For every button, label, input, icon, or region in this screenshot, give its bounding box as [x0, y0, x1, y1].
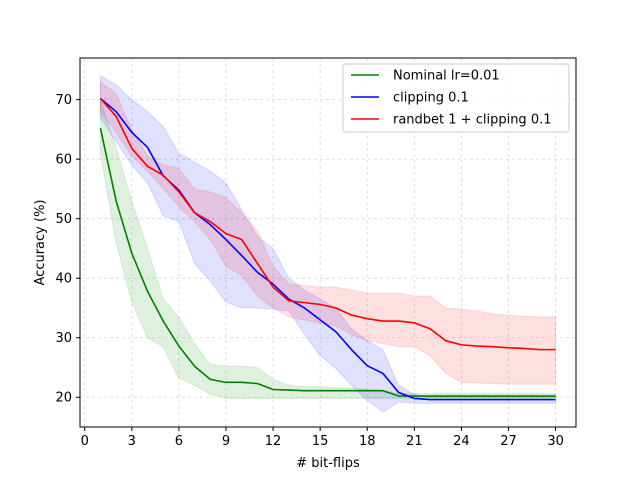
band-series-2 [99, 80, 557, 385]
y-axis: 20 30 40 50 60 70 [55, 93, 80, 406]
x-tick-label: 18 [359, 434, 376, 449]
x-axis-label: # bit-flips [296, 456, 360, 471]
y-tick-label: 60 [55, 153, 72, 168]
x-tick-label: 0 [81, 434, 89, 449]
plot-frame [79, 57, 577, 428]
x-tick-label: 3 [128, 434, 136, 449]
y-tick-label: 40 [55, 272, 72, 287]
line-series-1 [99, 97, 556, 401]
x-tick-label: 15 [312, 434, 329, 449]
x-tick-label: 21 [406, 434, 423, 449]
line-series-0 [99, 128, 556, 397]
band-series-0 [99, 99, 557, 399]
x-tick-label: 12 [265, 434, 282, 449]
x-tick-label: 27 [500, 434, 517, 449]
x-axis: 0 3 6 9 12 15 18 21 24 27 30 [81, 427, 564, 449]
x-tick-label: 24 [453, 434, 470, 449]
legend-label: Nominal lr=0.01 [393, 69, 500, 84]
legend-label: clipping 0.1 [393, 91, 469, 106]
legend: Nominal lr=0.01 clipping 0.1 randbet 1 + c… [342, 63, 570, 133]
series-lines [99, 97, 556, 401]
confidence-bands [99, 74, 557, 413]
x-tick-label: 6 [175, 434, 183, 449]
band-series-1 [99, 74, 557, 413]
x-tick-label: 30 [547, 434, 564, 449]
legend-box [342, 63, 570, 133]
y-tick-label: 70 [55, 93, 72, 108]
legend-label: randbet 1 + clipping 0.1 [393, 113, 552, 128]
y-tick-label: 20 [55, 391, 72, 406]
line-series-2 [99, 97, 556, 351]
x-tick-label: 9 [222, 434, 230, 449]
y-tick-label: 30 [55, 331, 72, 346]
y-axis-label: Accuracy (%) [33, 200, 48, 286]
y-tick-label: 50 [55, 212, 72, 227]
